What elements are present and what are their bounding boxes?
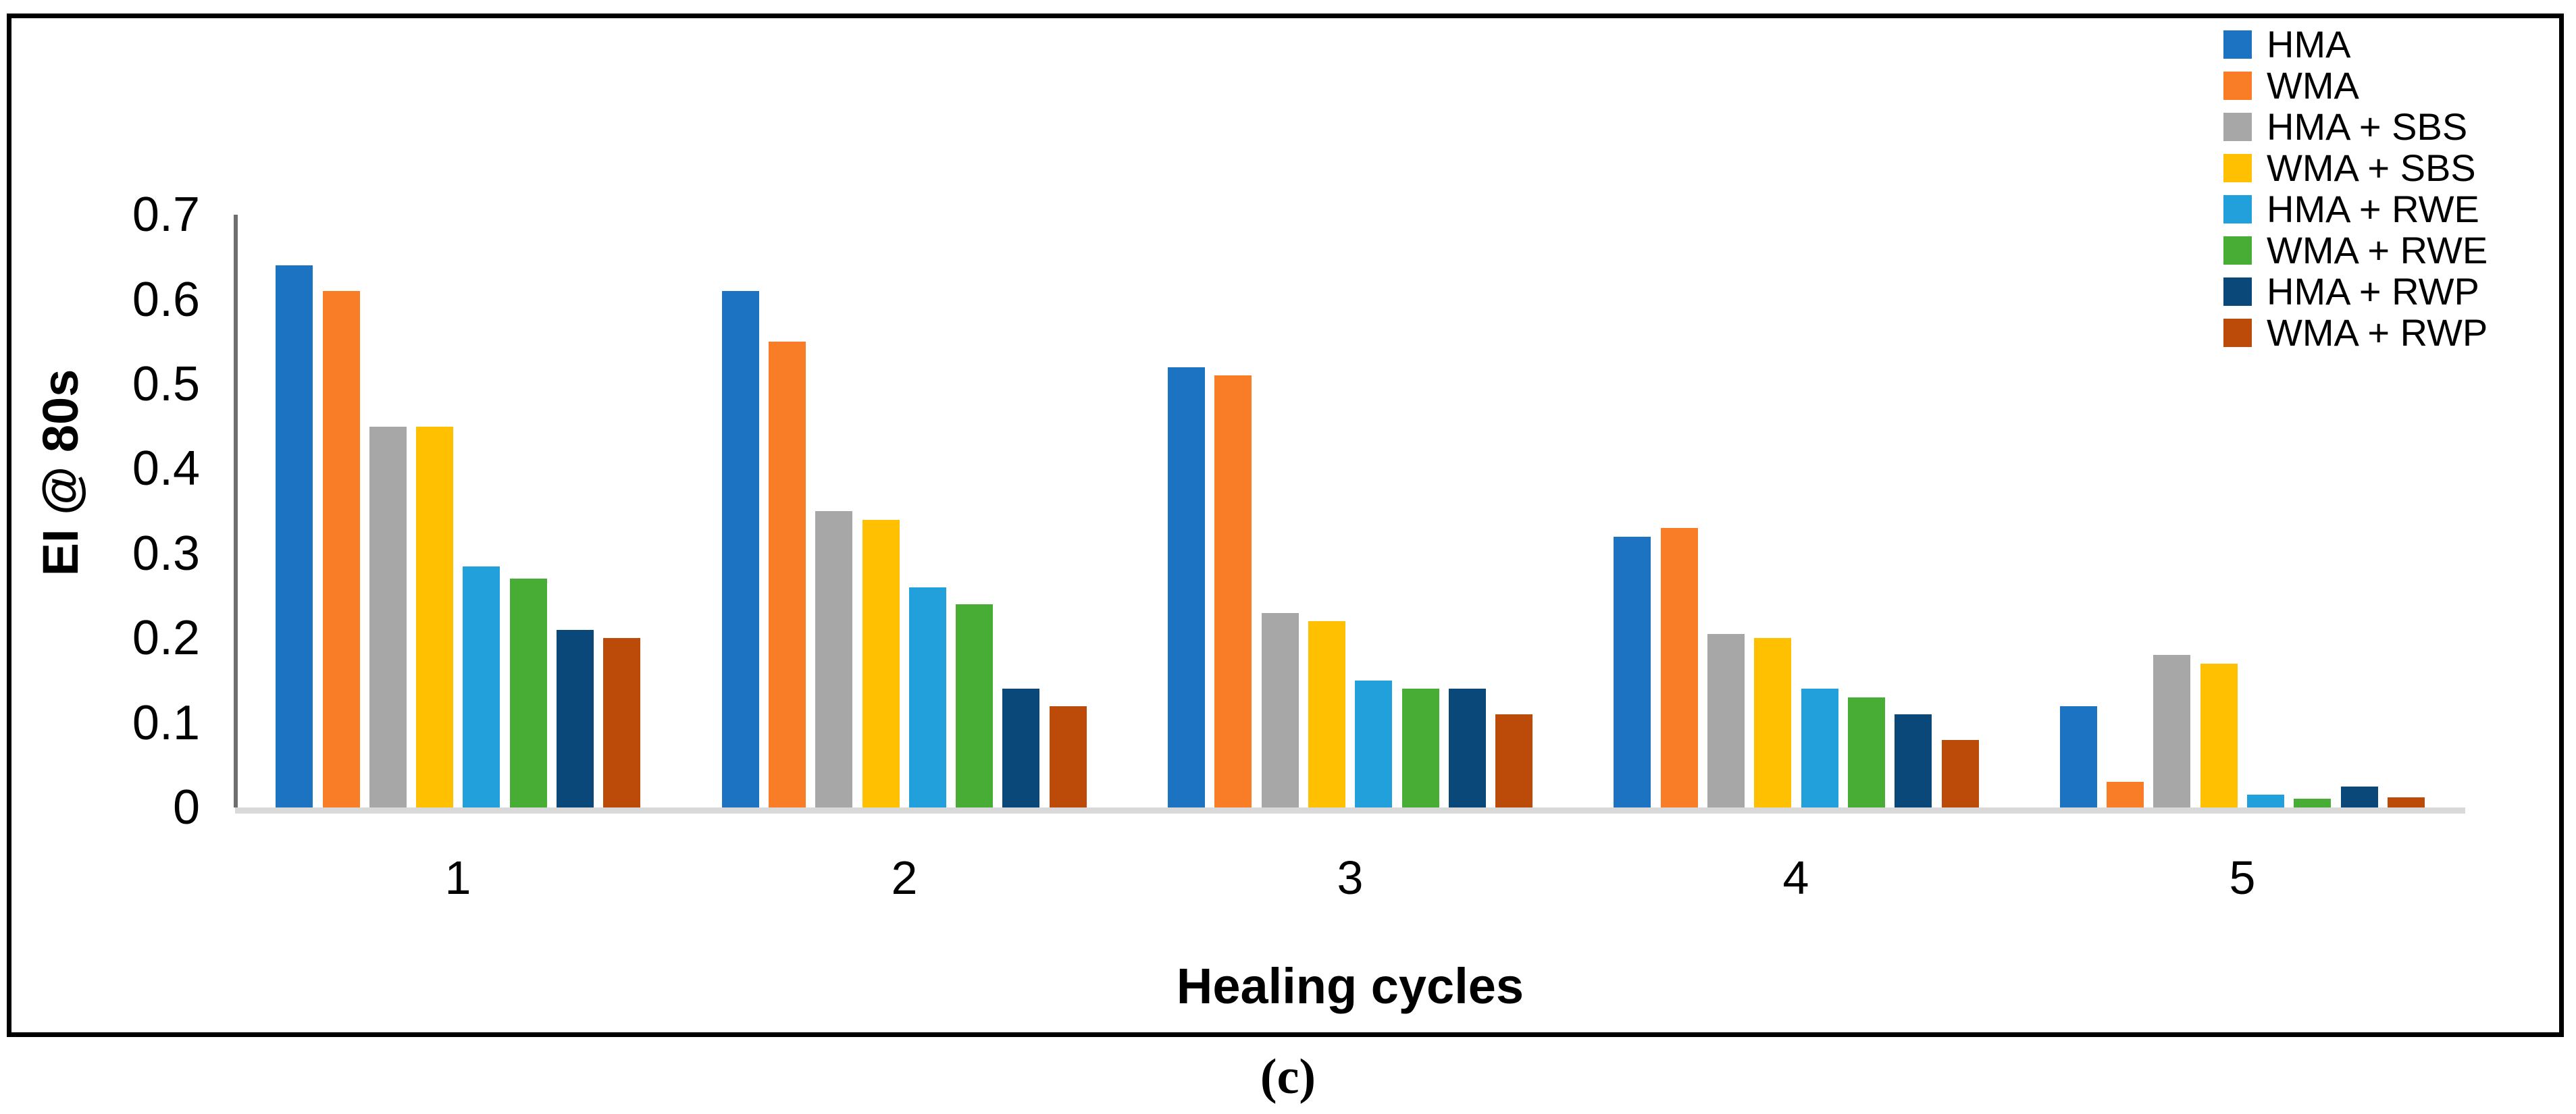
bar-hma-rwp-cycle-2: [1002, 689, 1040, 807]
y-tick-label-0.5: 0.5: [132, 357, 200, 411]
x-axis-title: Healing cycles: [1176, 958, 1524, 1014]
bar-wma-rwe-cycle-1: [509, 579, 547, 807]
bar-hma-cycle-1: [276, 265, 313, 807]
figure-caption: (c): [1260, 1049, 1316, 1105]
legend-swatch-icon: [2223, 319, 2252, 347]
legend-label: WMA + RWE: [2267, 229, 2488, 271]
bar-hma-sbs-cycle-1: [369, 427, 407, 807]
bar-hma-cycle-4: [1614, 537, 1651, 807]
legend-swatch-icon: [2223, 72, 2252, 100]
bar-hma-cycle-2: [721, 291, 759, 807]
bar-hma-sbs-cycle-4: [1707, 634, 1745, 807]
legend-swatch-icon: [2223, 195, 2252, 223]
legend-swatch-icon: [2223, 30, 2252, 59]
legend-swatch-icon: [2223, 154, 2252, 182]
y-tick-label-0.3: 0.3: [132, 527, 200, 581]
y-tick-label-0.6: 0.6: [132, 273, 200, 327]
legend-swatch-icon: [2223, 277, 2252, 306]
bar-wma-rwp-cycle-4: [1941, 740, 1979, 807]
legend-label: HMA + RWE: [2267, 188, 2479, 230]
bar-wma-rwp-cycle-2: [1049, 706, 1087, 807]
bar-hma-rwe-cycle-4: [1801, 689, 1838, 807]
y-tick-label-0.2: 0.2: [132, 611, 200, 665]
bar-hma-sbs-cycle-2: [815, 511, 853, 807]
y-tick-label-0: 0: [172, 780, 200, 834]
y-tick-label-0.7: 0.7: [132, 188, 200, 242]
bar-hma-rwe-cycle-2: [908, 587, 946, 807]
bar-wma-rwp-cycle-1: [603, 638, 641, 807]
bar-wma-sbs-cycle-3: [1308, 621, 1345, 807]
legend-item-hma-rwp: HMA + RWP: [2223, 273, 2479, 311]
legend-label: WMA + SBS: [2267, 147, 2476, 189]
bar-wma-sbs-cycle-1: [416, 427, 454, 807]
bar-hma-rwp-cycle-1: [557, 630, 594, 807]
legend-item-wma: WMA: [2223, 67, 2359, 105]
legend-item-wma-sbs: WMA + SBS: [2223, 149, 2476, 187]
x-tick-label-1: 1: [444, 851, 471, 904]
bar-wma-rwe-cycle-2: [956, 604, 994, 807]
bar-hma-rwe-cycle-3: [1355, 681, 1393, 807]
x-axis-baseline: [235, 807, 2465, 814]
bar-wma-sbs-cycle-4: [1754, 638, 1792, 807]
legend-label: WMA + RWP: [2267, 311, 2488, 354]
bar-wma-rwe-cycle-5: [2294, 799, 2332, 807]
legend-label: HMA + RWP: [2267, 270, 2479, 313]
x-tick-label-5: 5: [2229, 851, 2256, 904]
bar-wma-rwp-cycle-5: [2387, 797, 2425, 807]
y-tick-label-0.1: 0.1: [132, 696, 200, 750]
bar-hma-rwp-cycle-4: [1895, 714, 1932, 807]
bar-wma-cycle-1: [322, 291, 360, 807]
legend-swatch-icon: [2223, 113, 2252, 141]
bar-hma-rwe-cycle-5: [2247, 795, 2284, 807]
legend-item-hma-rwe: HMA + RWE: [2223, 190, 2479, 228]
bar-hma-cycle-3: [1168, 367, 1205, 807]
legend-label: HMA + SBS: [2267, 105, 2468, 148]
bar-hma-cycle-5: [2059, 706, 2097, 807]
x-tick-label-4: 4: [1782, 851, 1809, 904]
legend-swatch-icon: [2223, 236, 2252, 265]
legend-item-hma-sbs: HMA + SBS: [2223, 108, 2467, 146]
legend-label: WMA: [2267, 64, 2359, 107]
bar-hma-sbs-cycle-5: [2153, 655, 2191, 807]
bar-wma-cycle-5: [2107, 782, 2144, 807]
y-axis-line: [234, 215, 238, 807]
bar-wma-cycle-3: [1214, 375, 1252, 807]
bar-hma-sbs-cycle-3: [1261, 613, 1299, 807]
legend-item-wma-rwp: WMA + RWP: [2223, 314, 2488, 352]
bar-wma-sbs-cycle-5: [2200, 664, 2238, 807]
bar-wma-cycle-4: [1660, 528, 1698, 807]
x-tick-label-3: 3: [1337, 851, 1364, 904]
bar-hma-rwp-cycle-5: [2340, 787, 2378, 807]
bar-wma-cycle-2: [768, 342, 806, 807]
bar-wma-rwp-cycle-3: [1495, 714, 1533, 807]
legend-item-hma: HMA: [2223, 26, 2350, 63]
plot-area: [235, 215, 2465, 807]
bar-hma-rwe-cycle-1: [463, 566, 500, 807]
x-tick-label-2: 2: [891, 851, 918, 904]
y-tick-label-0.4: 0.4: [132, 442, 200, 496]
bar-wma-rwe-cycle-4: [1847, 697, 1885, 807]
bar-wma-sbs-cycle-2: [862, 520, 900, 807]
bar-wma-rwe-cycle-3: [1401, 689, 1439, 807]
legend-item-wma-rwe: WMA + RWE: [2223, 232, 2488, 269]
legend-label: HMA: [2267, 23, 2351, 65]
bar-hma-rwp-cycle-3: [1448, 689, 1486, 807]
